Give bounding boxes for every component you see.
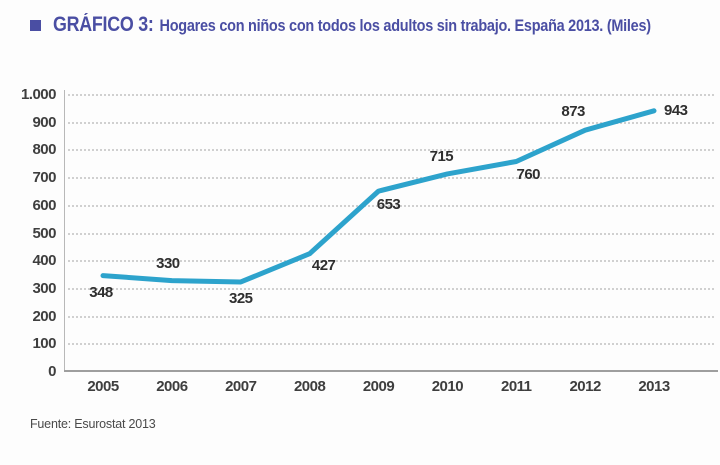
x-axis-tick-label: 2011 [500, 378, 532, 395]
gridline [68, 343, 714, 346]
data-point-label: 427 [311, 256, 336, 274]
x-axis-tick-label: 2007 [225, 378, 257, 395]
bullet-square-icon [30, 20, 41, 31]
chart-header: GRÁFICO 3: Hogares con niños con todos lo… [30, 13, 720, 37]
chart-title-text: Hogares con niños con todos los adultos … [159, 16, 652, 35]
x-axis-tick-label: 2005 [87, 378, 119, 395]
data-point-label: 348 [89, 283, 113, 301]
data-point-label: 873 [561, 103, 585, 121]
y-axis-tick-label: 400 [32, 252, 56, 270]
y-axis-line [64, 90, 65, 372]
gridline [68, 287, 714, 290]
y-axis-tick-label: 1.000 [20, 86, 57, 103]
gridline [68, 177, 714, 180]
y-axis-tick-label: 300 [32, 279, 56, 297]
data-point-label: 325 [228, 289, 253, 307]
gridline [68, 149, 714, 152]
data-point-label: 943 [664, 101, 688, 119]
y-axis-tick-label: 600 [32, 196, 56, 214]
data-point-label: 715 [429, 147, 454, 165]
x-axis-tick-label: 2009 [362, 378, 395, 395]
gridline [68, 121, 714, 124]
y-axis-tick-label: 700 [32, 169, 56, 187]
x-axis-tick-label: 2012 [569, 378, 601, 395]
x-axis-tick-label: 2013 [638, 378, 670, 395]
gridline [68, 315, 714, 318]
chart-title-prefix: GRÁFICO 3: [53, 13, 154, 36]
chart-title: GRÁFICO 3: Hogares con niños con todos lo… [53, 13, 651, 37]
x-axis-tick-label: 2006 [156, 378, 188, 395]
x-axis-line [64, 370, 718, 372]
y-axis-tick-label: 100 [32, 335, 56, 353]
data-point-label: 760 [516, 166, 541, 184]
x-axis-tick-label: 2010 [431, 378, 464, 395]
y-axis-tick-label: 0 [48, 363, 56, 380]
data-point-label: 653 [376, 196, 401, 214]
y-axis-tick-label: 800 [32, 141, 56, 159]
y-axis-tick-label: 500 [32, 224, 56, 242]
gridline [68, 232, 714, 235]
source-note: Fuente: Esurostat 2013 [30, 417, 156, 431]
y-axis-tick-label: 200 [32, 307, 56, 325]
x-axis-tick-label: 2008 [293, 378, 326, 395]
data-point-label: 330 [156, 254, 180, 272]
y-axis-tick-label: 900 [32, 113, 56, 131]
gridline [68, 94, 714, 96]
